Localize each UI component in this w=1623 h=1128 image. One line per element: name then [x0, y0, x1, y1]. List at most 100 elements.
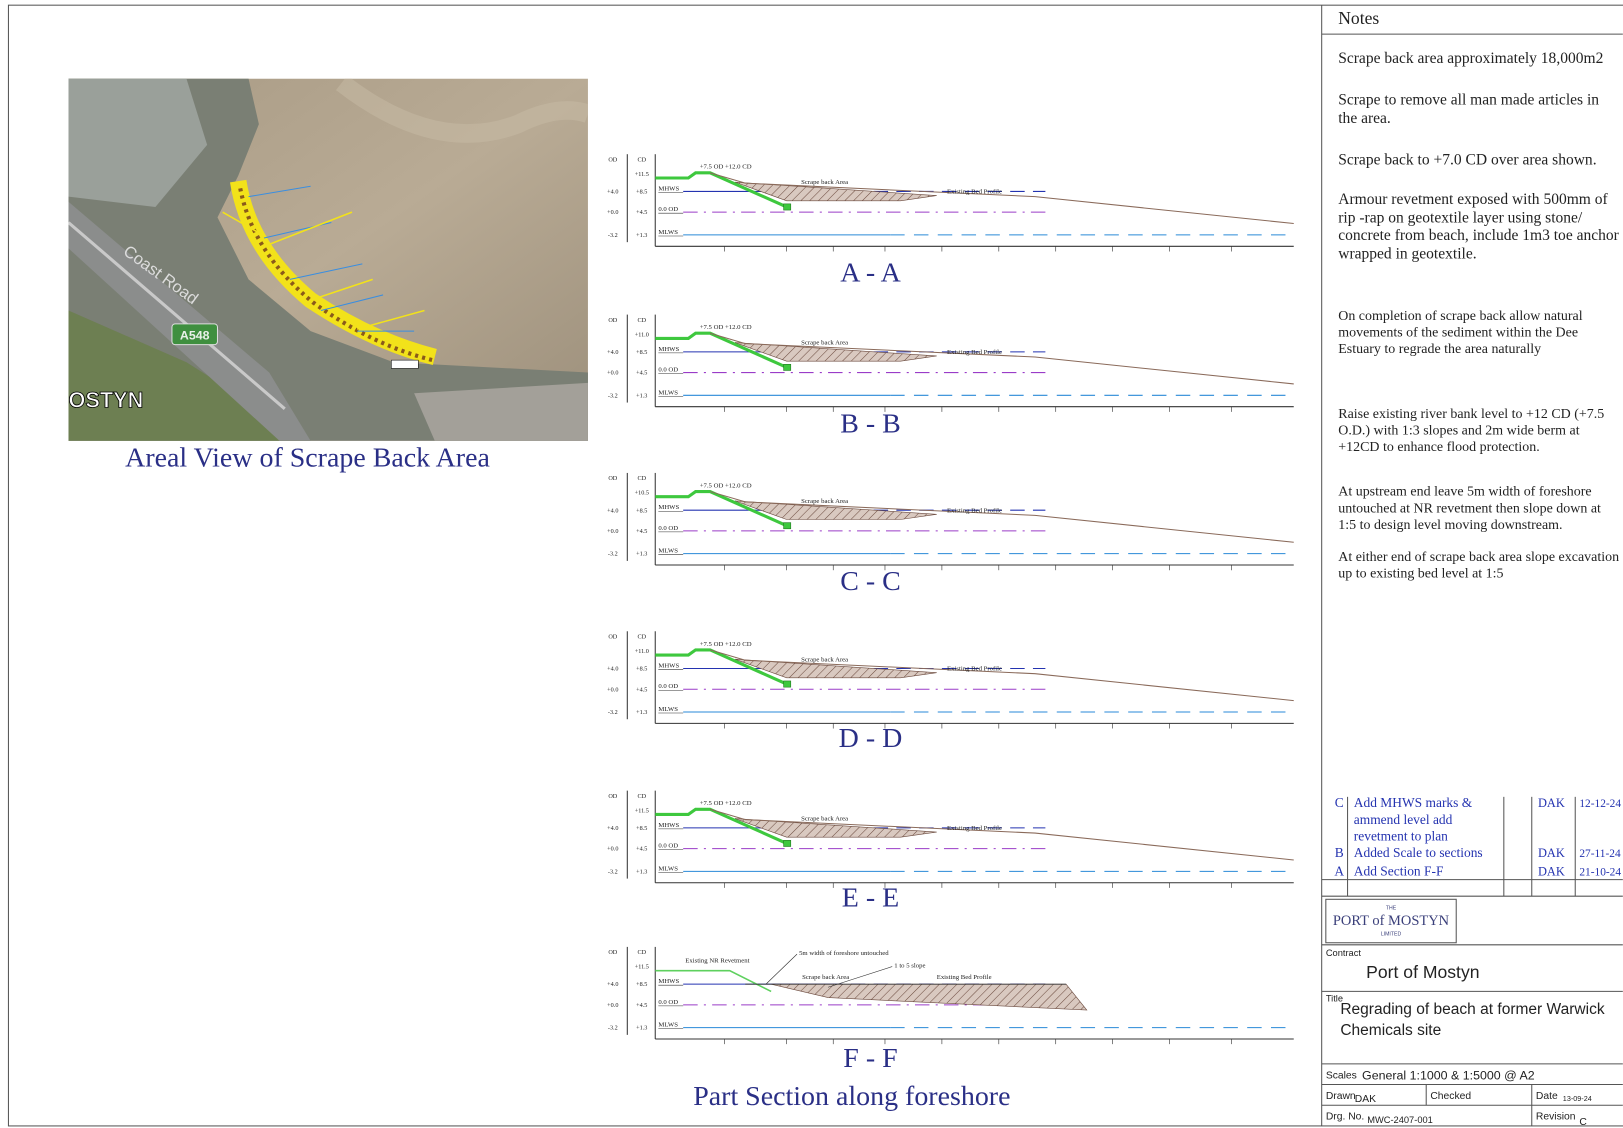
notes: Scrape back area approximately 18,000m2 S…	[1338, 51, 1619, 581]
section-subtitle: Part Section along foreshore	[693, 1081, 1010, 1112]
drg-label: Drg. No.	[1326, 1112, 1364, 1123]
contract: Port of Mostyn	[1366, 962, 1479, 982]
bed-label: Existing Bed Profile	[947, 507, 1002, 514]
note: Scrape back to +7.0 CD over area shown.	[1338, 152, 1597, 169]
untouched-label: 5m width of foreshore untouched	[799, 950, 889, 957]
scrape-label: Scrape back Area	[801, 816, 848, 823]
od-level: +4.0	[607, 825, 618, 832]
level-name: 0.0 OD	[658, 525, 678, 532]
cd-label: CD	[637, 317, 646, 324]
title-block: THE PORT of MOSTYN LIMITED Contract Port…	[1326, 906, 1605, 1128]
place-label: OSTYN	[68, 388, 143, 413]
rev-by: DAK	[1538, 846, 1565, 860]
title-wrap: Regrading of beach at former Warwick Che…	[1340, 1001, 1604, 1039]
level-name: 0.0 OD	[658, 367, 678, 374]
scrape-label: Scrape back Area	[801, 179, 848, 186]
rev-desc-box: Added Scale to sections	[1354, 844, 1483, 860]
rev-desc-box: Add MHWS marks & ammend level add revetm…	[1354, 795, 1472, 844]
contract-label: Contract	[1326, 948, 1362, 958]
cd-level: +1.3	[636, 551, 647, 558]
rev-description: Add Section F-F	[1353, 863, 1444, 879]
existing-bed	[709, 491, 1294, 543]
note: On completion of scrape back allow natur…	[1338, 307, 1583, 356]
note-box: Raise existing river bank level to +12 C…	[1338, 406, 1604, 454]
toe-anchor	[783, 522, 792, 530]
rev-date: 27-11-24	[1579, 848, 1621, 860]
title-block-grid	[1321, 898, 1623, 1126]
sheet-border	[7, 4, 1623, 1127]
od-level: +0.0	[607, 1002, 618, 1009]
level-name: MLWS	[658, 548, 678, 555]
title-label: Title	[1326, 994, 1343, 1004]
revetment-label: Existing NR Revetment	[685, 957, 749, 964]
cd-level: +4.5	[636, 1002, 647, 1009]
level-name: MLWS	[658, 389, 678, 396]
existing-bed	[709, 649, 1294, 702]
section-caption: C - C	[840, 566, 901, 597]
date-label: Date	[1536, 1091, 1558, 1102]
od-label: OD	[608, 317, 617, 324]
scrape-hatch	[734, 658, 937, 679]
cd-level: +4.5	[636, 686, 647, 693]
crest-label: +7.5 OD +12.0 CD	[700, 800, 752, 807]
revetment	[655, 807, 788, 845]
revision-grid	[1321, 796, 1623, 897]
od-label: OD	[608, 475, 617, 482]
note-box: At upstream end leave 5m width of foresh…	[1338, 483, 1601, 532]
level-name: MLWS	[658, 865, 678, 872]
cd-level: +8.5	[636, 825, 647, 832]
existing-bed	[709, 172, 1294, 225]
section-caption: A - A	[840, 257, 901, 288]
od-level: +0.0	[607, 209, 618, 216]
rev-letter: C	[1335, 795, 1344, 810]
note: At upstream end leave 5m width of foresh…	[1338, 483, 1601, 532]
rev-letter: B	[1335, 845, 1344, 860]
level-name: 0.0 OD	[658, 206, 678, 213]
drawn-label: Drawn	[1326, 1091, 1356, 1102]
section-caption: E - E	[842, 883, 899, 914]
cross-section: OD CD +11.5 +4.0 +8.5 MHWS +0.0 +4.5 0.0 OD -3.2 +…	[607, 946, 1294, 1112]
cd-level: +4.5	[636, 528, 647, 535]
cd-level: +8.5	[636, 981, 647, 988]
cross-section: OD CD +11.0 +4.0 +8.5 MHWS +0.0 +4.5 0.0 OD -3.2 +…	[607, 631, 1294, 754]
od-level: -3.2	[608, 232, 618, 239]
od-level: -3.2	[608, 392, 618, 399]
crest-label: +7.5 OD +12.0 CD	[700, 482, 752, 489]
level-name: MLWS	[658, 706, 678, 713]
note-box: Scrape to remove all man made articles i…	[1338, 92, 1600, 127]
crest-label: +7.5 OD +12.0 CD	[700, 641, 752, 648]
revision-table: C Add MHWS marks & ammend level add revet…	[1334, 795, 1621, 879]
checked-label: Checked	[1430, 1091, 1471, 1102]
level-name: MHWS	[658, 185, 679, 192]
bed-label: Existing Bed Profile	[947, 666, 1002, 673]
cd-level: +8.5	[636, 189, 647, 196]
revetment	[655, 648, 788, 686]
cd-label: CD	[637, 156, 646, 163]
scrape-label: Scrape back Area	[801, 498, 848, 505]
date: 13-09-24	[1563, 1094, 1592, 1103]
leader	[765, 953, 798, 985]
od-label: OD	[608, 793, 617, 800]
cd-label: CD	[637, 793, 646, 800]
cross-section: OD CD +11.5 +4.0 +8.5 MHWS +0.0 +4.5 0.0 OD -3.2 +…	[607, 790, 1294, 914]
od-level: +4.0	[607, 666, 618, 673]
scrape-hatch	[734, 500, 937, 520]
note: Scrape to remove all man made articles i…	[1338, 92, 1600, 127]
cd-level: +1.3	[636, 709, 647, 716]
cd-top: +11.0	[635, 331, 649, 338]
cd-label: CD	[637, 949, 646, 956]
cd-level: +8.5	[636, 666, 647, 673]
cd-top: +11.5	[635, 964, 649, 971]
cross-section: OD CD +11.0 +4.0 +8.5 MHWS +0.0 +4.5 0.0 OD -3.2 +…	[607, 314, 1294, 440]
cd-top: +11.5	[635, 807, 649, 814]
logo-top: THE	[1386, 906, 1397, 912]
scrape-label: Scrape back Area	[802, 974, 849, 981]
level-name: MHWS	[658, 346, 679, 353]
od-level: -3.2	[608, 1025, 618, 1032]
scales: General 1:1000 & 1:5000 @ A2	[1362, 1068, 1535, 1082]
drawn: DAK	[1355, 1094, 1376, 1105]
scrape-hatch	[771, 983, 1088, 1011]
od-label: OD	[608, 156, 617, 163]
